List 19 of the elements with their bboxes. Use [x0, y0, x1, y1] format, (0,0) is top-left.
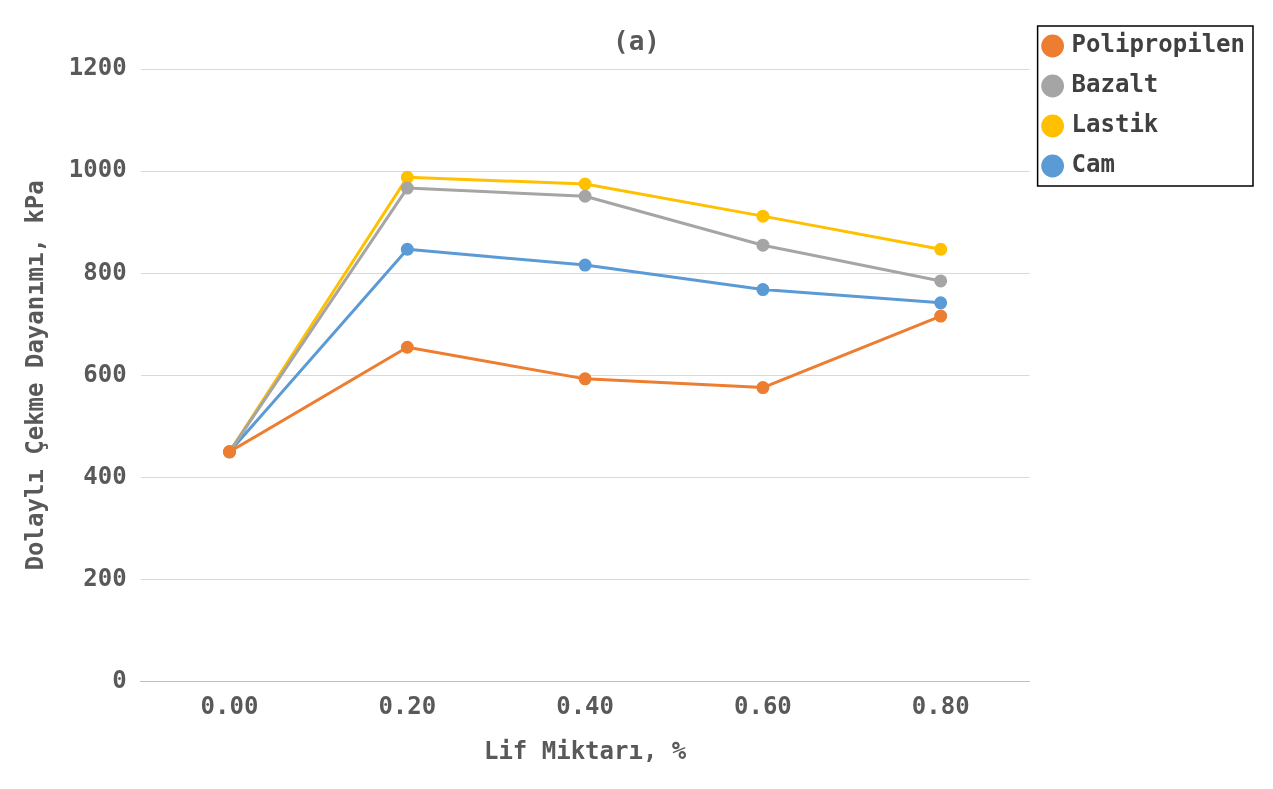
y-tick-label: 1000: [68, 155, 127, 184]
y-tick-label: 400: [83, 461, 127, 490]
legend-label: Cam: [1071, 150, 1115, 179]
x-tick-label: 0.80: [911, 692, 970, 721]
legend-label: Bazalt: [1071, 70, 1159, 99]
legend-label: Polipropilen: [1071, 30, 1245, 59]
y-tick-label: 0: [112, 665, 127, 694]
x-axis-title: Lif Miktarı, %: [483, 736, 687, 765]
y-tick-label: 800: [83, 257, 127, 286]
chart-title: (a): [613, 26, 660, 57]
y-tick-label: 600: [83, 359, 127, 388]
x-tick-label: 0.00: [200, 692, 259, 721]
x-tick-label: 0.20: [378, 692, 437, 721]
x-tick-label: 0.60: [734, 692, 792, 721]
y-tick-label: 200: [83, 563, 127, 592]
y-axis-title: Dolaylı Çekme Dayanımı, kPa: [20, 180, 49, 571]
x-tick-label: 0.40: [556, 692, 614, 721]
legend-label: Lastik: [1071, 110, 1159, 139]
y-tick-label: 1200: [68, 53, 127, 82]
